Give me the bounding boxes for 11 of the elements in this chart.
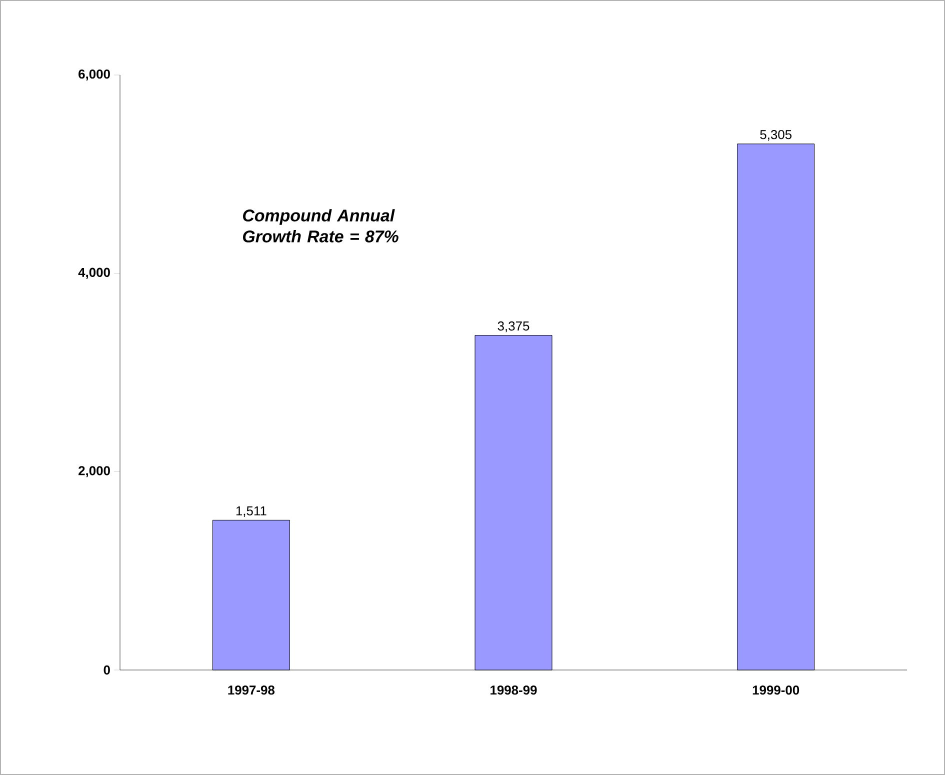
data-label: 5,305 — [760, 130, 792, 141]
x-tick-label: 1999-00 — [752, 686, 800, 695]
y-tick-label: 4,000 — [78, 268, 110, 279]
data-label: 3,375 — [498, 321, 530, 332]
y-tick-label: 0 — [104, 665, 110, 675]
x-tick-label: 1997-98 — [228, 686, 275, 695]
data-label: 1,511 — [236, 506, 266, 517]
y-tick-label: 2,000 — [78, 466, 110, 478]
annotation: Compound Annual Growth Rate = 87% — [243, 209, 398, 242]
y-tick-label: 6,000 — [78, 69, 110, 81]
x-tick-label: 1998-99 — [490, 686, 537, 695]
